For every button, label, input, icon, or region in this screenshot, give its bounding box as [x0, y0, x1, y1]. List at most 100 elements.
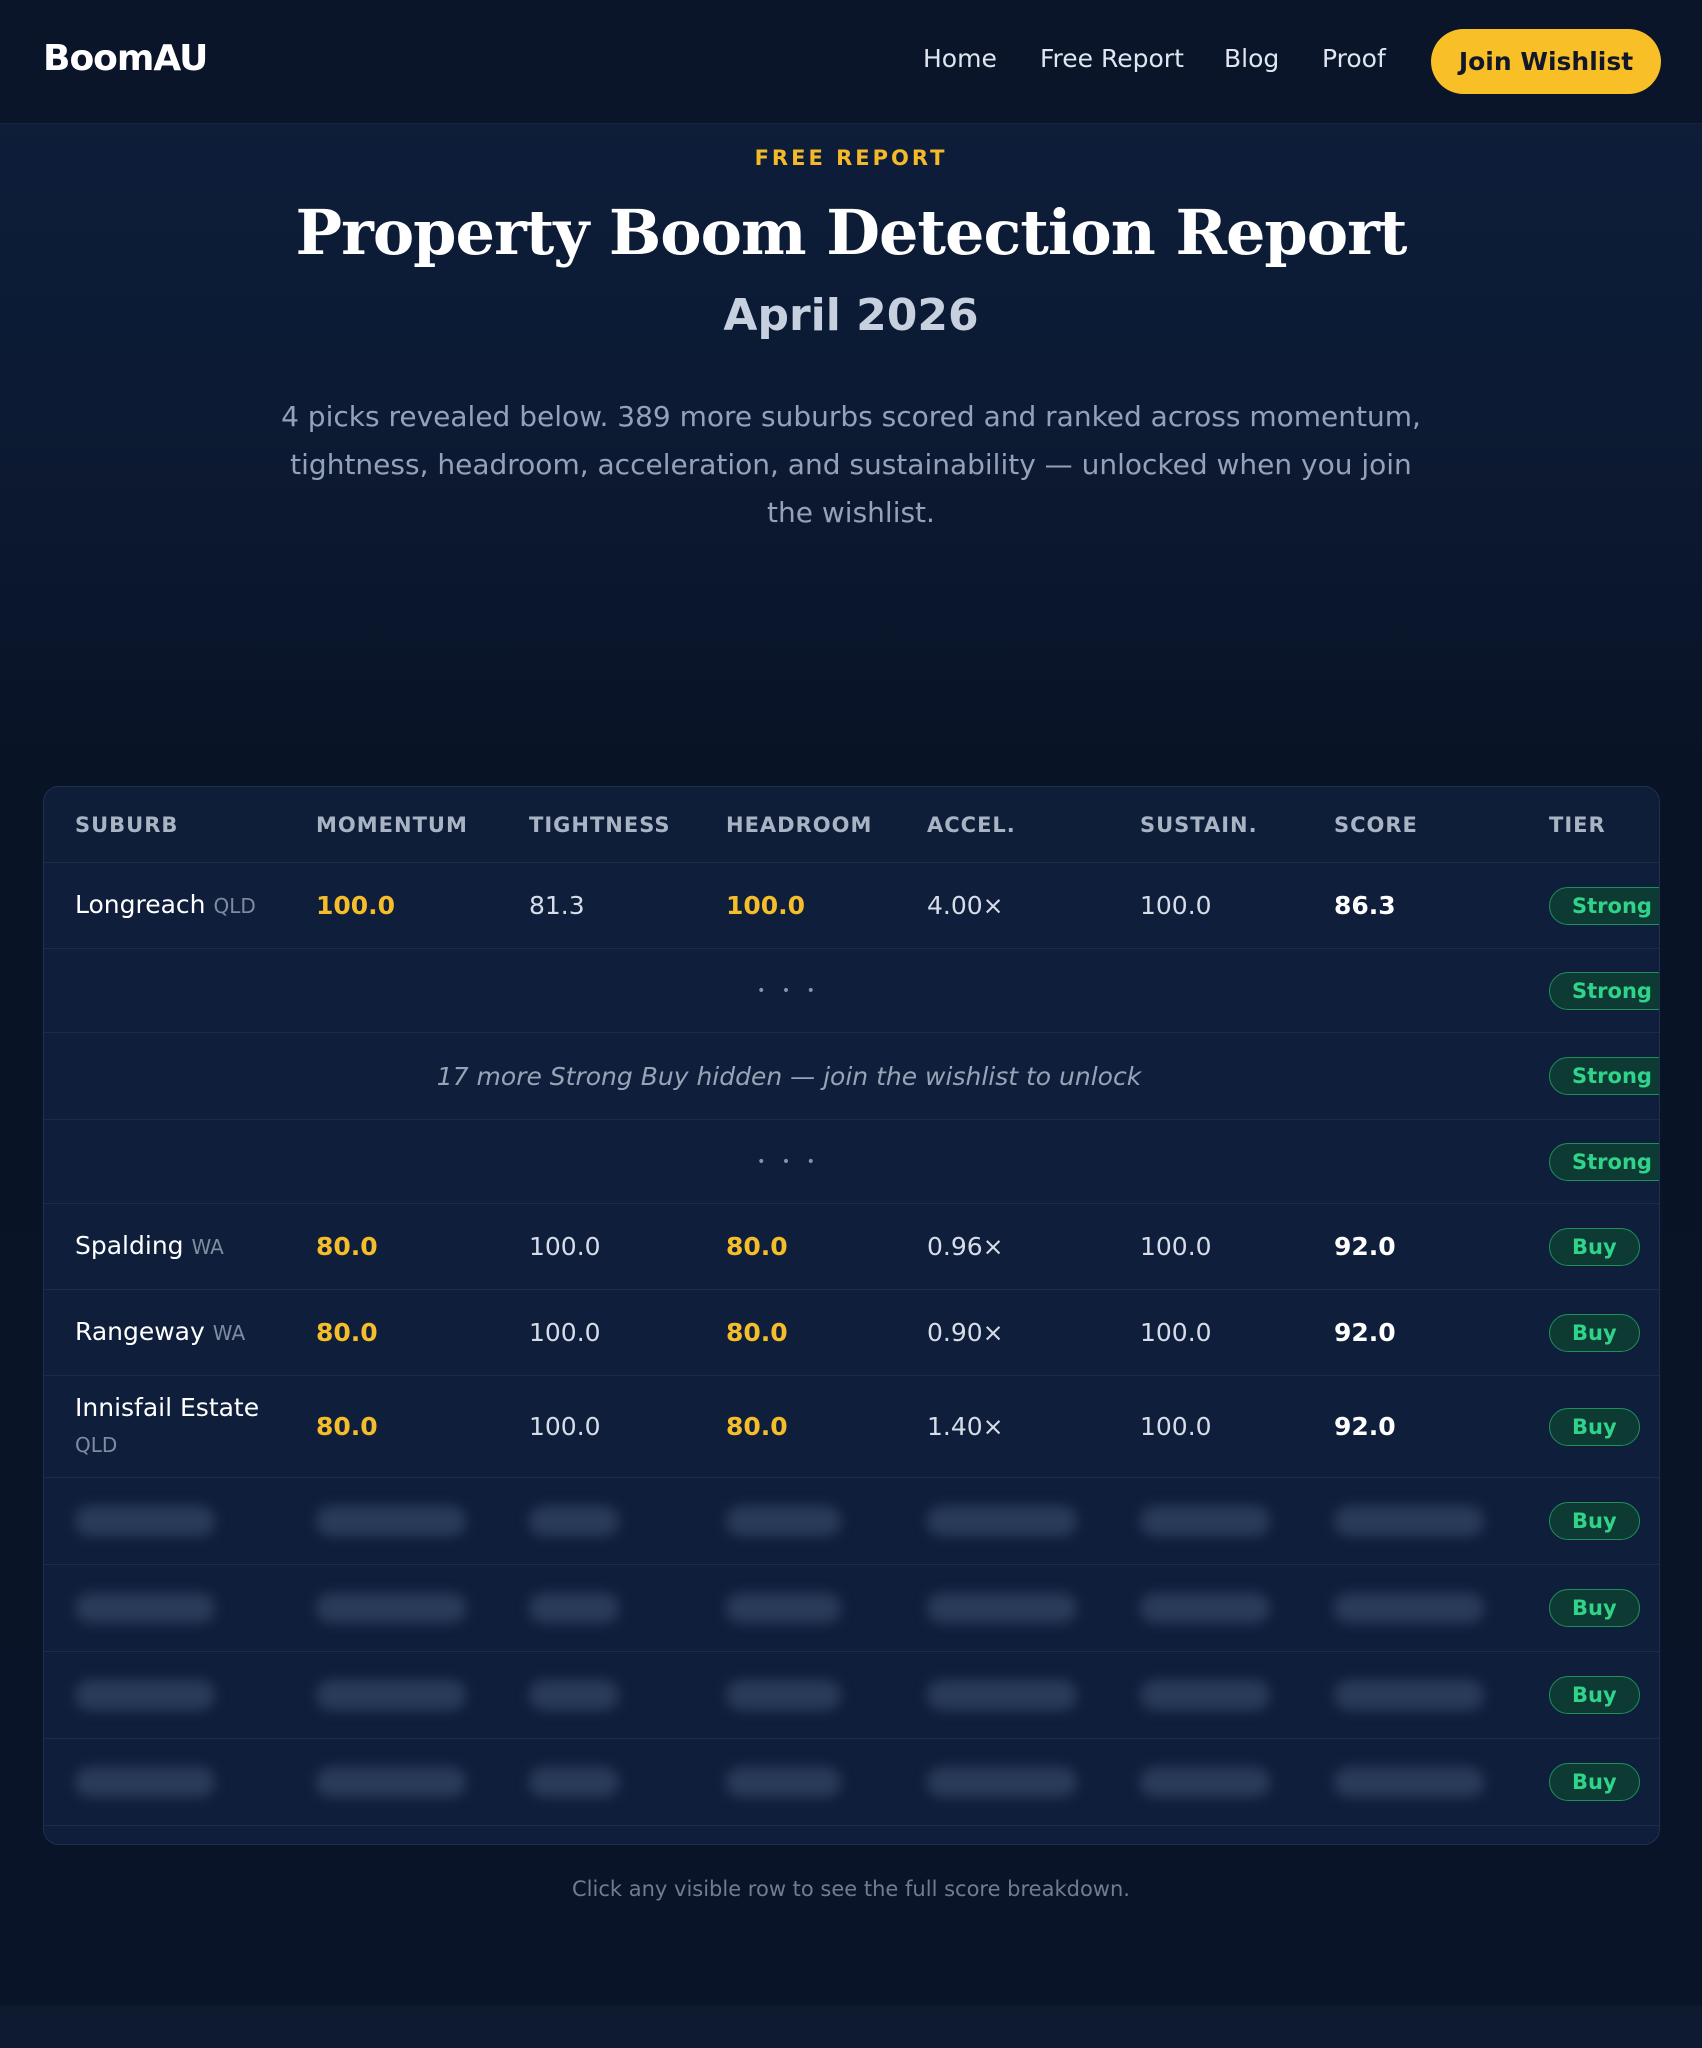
blurred-cell: [1334, 1767, 1549, 1797]
blurred-cell: [1140, 1506, 1334, 1536]
blurred-cell: [316, 1506, 529, 1536]
tier-cell: Buy: [1549, 1589, 1659, 1627]
blur-bar: [1334, 1593, 1484, 1623]
blurred-cell: [529, 1680, 726, 1710]
blurred-cell: [75, 1680, 316, 1710]
tightness-cell: 100.0: [529, 1412, 601, 1441]
accel-cell: 4.00×: [927, 891, 1004, 920]
data-row[interactable]: Rangeway WA 80.0 100.0 80.0 0.90× 100.0 92.0 Bu…: [44, 1290, 1659, 1376]
hidden-note-row: Strong Buy 17 more Strong Buy hidden — jo…: [44, 1033, 1659, 1120]
accel-cell: 0.90×: [927, 1318, 1004, 1347]
blurred-cell: [927, 1680, 1140, 1710]
tier-cell: Buy: [1549, 1676, 1659, 1714]
blur-bar: [927, 1767, 1077, 1797]
blurred-cell: [726, 1767, 927, 1797]
tightness-cell: 100.0: [529, 1232, 601, 1261]
blurred-cell: [1140, 1593, 1334, 1623]
tightness-cell: 81.3: [529, 891, 585, 920]
ellipsis: • • •: [757, 982, 821, 999]
accel-cell: 1.40×: [927, 1412, 1004, 1441]
blurred-cell: [927, 1593, 1140, 1623]
blurred-cell: [927, 1506, 1140, 1536]
blur-bar: [1140, 1506, 1270, 1536]
blurred-cell: [316, 1767, 529, 1797]
cta-button[interactable]: Join Wishlist: [1431, 29, 1661, 94]
description: 4 picks revealed below. 389 more suburbs…: [281, 400, 1421, 529]
blurred-cell: [529, 1593, 726, 1623]
column-header: SCORE: [1334, 812, 1418, 837]
blur-bar: [529, 1680, 619, 1710]
tier-cell: Strong Buy: [1549, 886, 1659, 925]
blur-bar: [927, 1506, 1077, 1536]
column-header: SUSTAIN.: [1140, 812, 1258, 837]
score-cell: 92.0: [1334, 1412, 1396, 1441]
locked-row: Buy: [44, 1565, 1659, 1652]
eyebrow: FREE REPORT: [754, 146, 948, 170]
nav-link[interactable]: Proof: [1322, 44, 1386, 73]
blur-bar: [1334, 1767, 1484, 1797]
data-row[interactable]: Longreach QLD 100.0 81.3 100.0 4.00× 100.0 86.…: [44, 863, 1659, 949]
column-header: TIGHTNESS: [529, 812, 671, 837]
locked-row: Buy: [44, 1739, 1659, 1826]
tier-badge: Buy: [1549, 1227, 1640, 1266]
data-row[interactable]: Innisfail Estate QLD 80.0 100.0 80.0 1.40× 10…: [44, 1376, 1659, 1478]
tier-cell: Buy: [1549, 1313, 1659, 1352]
tier-cell: Buy: [1549, 1227, 1659, 1266]
footer-note: Click any visible row to see the full sc…: [572, 1877, 1130, 1901]
column-header: ACCEL.: [927, 812, 1016, 837]
tier-badge: Buy: [1549, 1589, 1640, 1627]
column-header: HEADROOM: [726, 812, 873, 837]
tier-badge: Strong Buy: [1549, 1057, 1659, 1095]
suburb-name: Rangeway: [75, 1317, 205, 1346]
blurred-cell: [316, 1680, 529, 1710]
blur-bar: [529, 1593, 619, 1623]
tier-cell: Buy: [1549, 1407, 1659, 1446]
blur-bar: [529, 1506, 619, 1536]
tier-badge: Buy: [1549, 1407, 1640, 1446]
blur-bar: [75, 1767, 215, 1797]
blurred-cell: [1140, 1680, 1334, 1710]
ellipsis-row: Strong Buy • • •: [44, 1120, 1659, 1204]
nav-link[interactable]: Blog: [1224, 44, 1280, 73]
column-header: SUBURB: [75, 812, 179, 837]
title: Property Boom Detection Report: [295, 196, 1408, 269]
blur-bar: [75, 1593, 215, 1623]
blurred-cell: [1334, 1593, 1549, 1623]
nav-link[interactable]: Home: [923, 44, 997, 73]
blurred-cell: [75, 1767, 316, 1797]
tier-cell: Strong Buy: [1549, 1057, 1659, 1095]
nav-link[interactable]: Free Report: [1040, 44, 1184, 73]
blur-bar: [1334, 1506, 1484, 1536]
ellipsis: • • •: [757, 1153, 821, 1170]
blurred-cell: [726, 1506, 927, 1536]
data-row[interactable]: Spalding WA 80.0 100.0 80.0 0.96× 100.0 92.0 Bu…: [44, 1204, 1659, 1290]
tier-badge: Buy: [1549, 1763, 1640, 1801]
score-cell: 86.3: [1334, 891, 1396, 920]
tier-badge: Buy: [1549, 1502, 1640, 1540]
state: QLD: [75, 1433, 118, 1457]
header-row: SUBURB MOMENTUM TIGHTNESS HEADROOM ACCEL. SUS…: [44, 787, 1659, 863]
blur-bar: [726, 1593, 841, 1623]
blurred-cell: [927, 1767, 1140, 1797]
blur-bar: [1140, 1593, 1270, 1623]
blur-bar: [726, 1767, 841, 1797]
momentum-cell: 80.0: [316, 1412, 378, 1441]
blur-bar: [726, 1680, 841, 1710]
blur-bar: [75, 1680, 215, 1710]
blur-bar: [927, 1593, 1077, 1623]
brand[interactable]: BoomAU: [43, 38, 208, 79]
state: QLD: [213, 894, 256, 918]
blurred-cell: [529, 1506, 726, 1536]
blurred-cell: [75, 1506, 316, 1536]
headroom-cell: 80.0: [726, 1232, 788, 1261]
navbar: BoomAU Home Free Report Blog Proof Join …: [0, 0, 1702, 124]
suburb-cell: Rangeway WA: [75, 1314, 316, 1351]
sustain-cell: 100.0: [1140, 891, 1212, 920]
suburb-name: Longreach: [75, 890, 206, 919]
tier-badge: Buy: [1549, 1676, 1640, 1714]
score-cell: 92.0: [1334, 1232, 1396, 1261]
accel-cell: 0.96×: [927, 1232, 1004, 1261]
suburb-name: Innisfail Estate: [75, 1393, 260, 1422]
locked-row: Buy: [44, 1478, 1659, 1565]
sustain-cell: 100.0: [1140, 1318, 1212, 1347]
